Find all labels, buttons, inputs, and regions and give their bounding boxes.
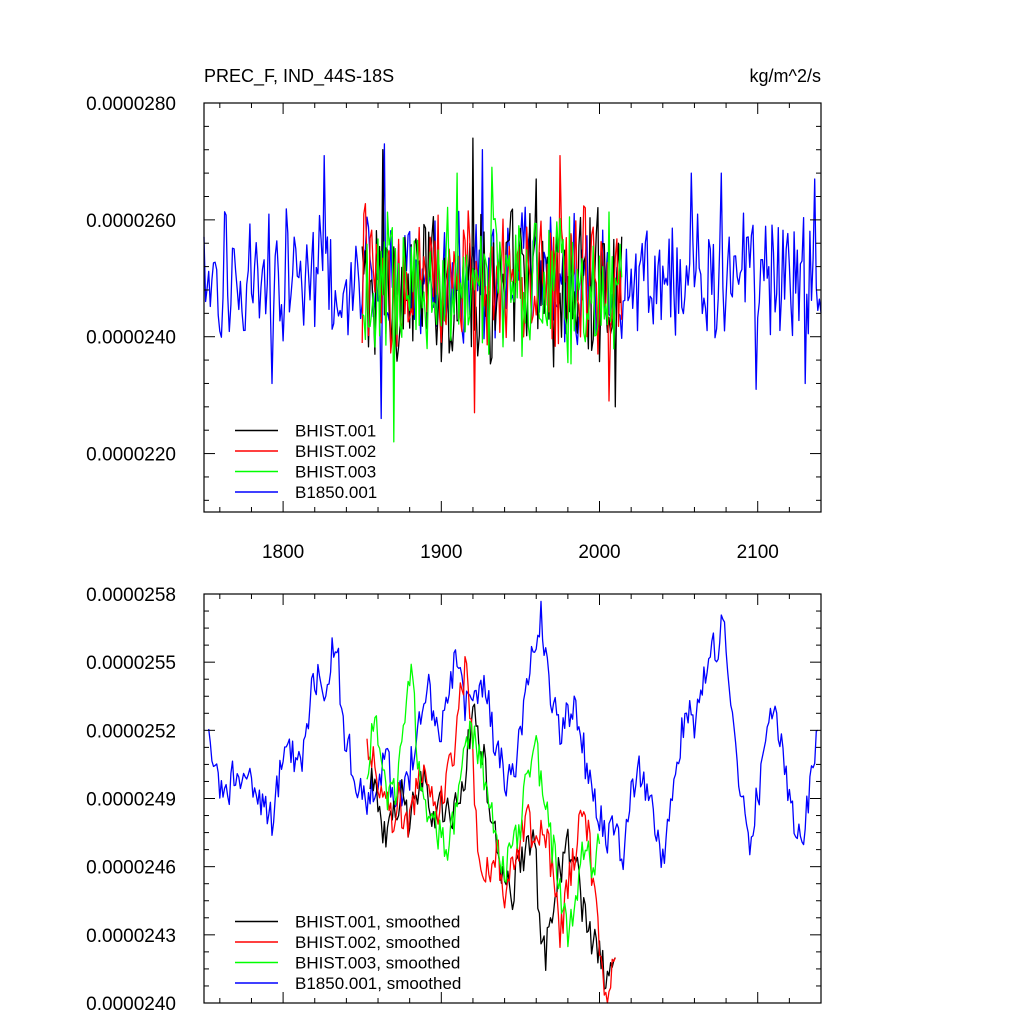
y-tick-label: 0.0000252 bbox=[86, 721, 176, 742]
series-line-bhist-003 bbox=[361, 166, 623, 443]
plot-frame bbox=[203, 102, 822, 513]
legend-label: BHIST.003 bbox=[295, 463, 376, 482]
y-tick-label: 0.0000240 bbox=[86, 994, 176, 1015]
y-tick-label: 0.0000240 bbox=[86, 328, 176, 349]
legend-label: BHIST.003, smoothed bbox=[295, 954, 460, 973]
y-tick-label: 0.0000246 bbox=[86, 858, 176, 879]
bottom-axes: 0.0000240 0.0000243 0.0000246 0.0000249 0.00… bbox=[86, 585, 822, 1015]
y-tick-label: 0.0000280 bbox=[86, 94, 176, 115]
y-tick-label: 0.0000260 bbox=[86, 211, 176, 232]
bottom-series-group bbox=[208, 600, 819, 1004]
x-tick-label: 2000 bbox=[578, 542, 620, 563]
bottom-panel: 0.0000240 0.0000243 0.0000246 0.0000249 0.00… bbox=[86, 585, 822, 1015]
top-panel: PREC_F, IND_44S-18S kg/m^2/s 1800 1900 200… bbox=[86, 66, 822, 563]
chart-title: PREC_F, IND_44S-18S bbox=[204, 66, 394, 87]
series-line-b1850-001-smoothed bbox=[208, 600, 819, 871]
units-label: kg/m^2/s bbox=[750, 66, 821, 86]
legend-label: BHIST.002, smoothed bbox=[295, 933, 460, 952]
x-tick-label: 1800 bbox=[262, 542, 304, 563]
legend-label: B1850.001, smoothed bbox=[295, 974, 461, 993]
legend-label: B1850.001 bbox=[295, 483, 377, 502]
x-tick-label: 2100 bbox=[737, 542, 779, 563]
series-line-bhist-003-smoothed bbox=[366, 663, 601, 948]
y-tick-label: 0.0000220 bbox=[86, 445, 176, 466]
legend-label: BHIST.002 bbox=[295, 442, 376, 461]
y-tick-label: 0.0000258 bbox=[86, 585, 176, 606]
top-series-group bbox=[203, 137, 822, 443]
legend-label: BHIST.001 bbox=[295, 422, 376, 441]
y-tick-label: 0.0000249 bbox=[86, 790, 176, 811]
x-tick-label: 1900 bbox=[420, 542, 462, 563]
series-line-b1850-001 bbox=[203, 143, 822, 420]
y-tick-label: 0.0000255 bbox=[86, 653, 176, 674]
legend-label: BHIST.001, smoothed bbox=[295, 913, 460, 932]
series-line-bhist-002 bbox=[361, 154, 623, 414]
series-line-bhist-002-smoothed bbox=[366, 655, 616, 1004]
y-tick-label: 0.0000243 bbox=[86, 926, 176, 947]
top-axes: 1800 1900 2000 2100 0.0000220 0.0000240 0.0000… bbox=[86, 94, 822, 563]
